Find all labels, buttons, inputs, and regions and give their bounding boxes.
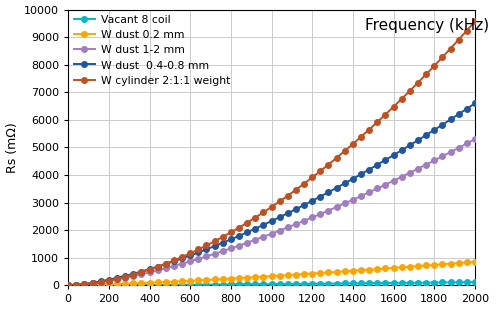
W dust 0.2 mm (400, 265, 406, 269)
W dust 0.2 mm (216, 277, 222, 281)
Line: W dust 0.2 mm: W dust 0.2 mm (66, 259, 478, 288)
Vacant 8 coil (400, 281, 406, 285)
W dust 0.2 mm (102, 283, 107, 286)
W cylinder 2:1:1 weight (310, 175, 316, 179)
W dust  0.4-0.8 mm (74, 283, 80, 287)
W dust 0.2 mm (472, 260, 478, 264)
Vacant 8 coil (472, 280, 478, 284)
W dust 1-2 mm (472, 137, 478, 141)
Vacant 8 coil (310, 282, 316, 286)
W cylinder 2:1:1 weight (65, 284, 71, 287)
W dust  0.4-0.8 mm (102, 279, 107, 282)
W dust 1-2 mm (74, 283, 80, 287)
W dust  0.4-0.8 mm (400, 148, 406, 151)
W dust 1-2 mm (310, 215, 316, 219)
Vacant 8 coil (74, 284, 80, 287)
W dust 1-2 mm (102, 280, 107, 283)
Line: Vacant 8 coil: Vacant 8 coil (66, 279, 478, 288)
W dust 1-2 mm (65, 284, 71, 287)
W dust 0.2 mm (74, 283, 80, 287)
W cylinder 2:1:1 weight (216, 237, 222, 241)
W cylinder 2:1:1 weight (87, 282, 93, 286)
W dust  0.4-0.8 mm (65, 284, 71, 287)
W dust 1-2 mm (87, 282, 93, 286)
Legend: Vacant 8 coil, W dust 0.2 mm, W dust 1-2 mm, W dust  0.4-0.8 mm, W cylinder 2:1:: Vacant 8 coil, W dust 0.2 mm, W dust 1-2… (72, 13, 232, 88)
Line: W dust  0.4-0.8 mm: W dust 0.4-0.8 mm (66, 100, 478, 288)
Vacant 8 coil (216, 283, 222, 286)
W cylinder 2:1:1 weight (400, 96, 406, 100)
Y-axis label: Rs (mΩ): Rs (mΩ) (6, 122, 18, 173)
Text: Frequency (kHz): Frequency (kHz) (365, 18, 489, 33)
W dust 0.2 mm (65, 284, 71, 287)
W dust 1-2 mm (400, 174, 406, 178)
W dust  0.4-0.8 mm (310, 199, 316, 202)
W dust 0.2 mm (310, 272, 316, 275)
W cylinder 2:1:1 weight (74, 283, 80, 287)
W dust  0.4-0.8 mm (87, 281, 93, 285)
Line: W cylinder 2:1:1 weight: W cylinder 2:1:1 weight (66, 19, 478, 288)
W cylinder 2:1:1 weight (472, 20, 478, 23)
Vacant 8 coil (102, 283, 107, 287)
W dust  0.4-0.8 mm (472, 101, 478, 105)
Vacant 8 coil (65, 284, 71, 287)
Line: W dust 1-2 mm: W dust 1-2 mm (66, 136, 478, 288)
W dust 0.2 mm (87, 283, 93, 287)
Vacant 8 coil (87, 283, 93, 287)
W dust  0.4-0.8 mm (216, 242, 222, 246)
W dust 1-2 mm (216, 250, 222, 254)
W cylinder 2:1:1 weight (102, 280, 107, 283)
